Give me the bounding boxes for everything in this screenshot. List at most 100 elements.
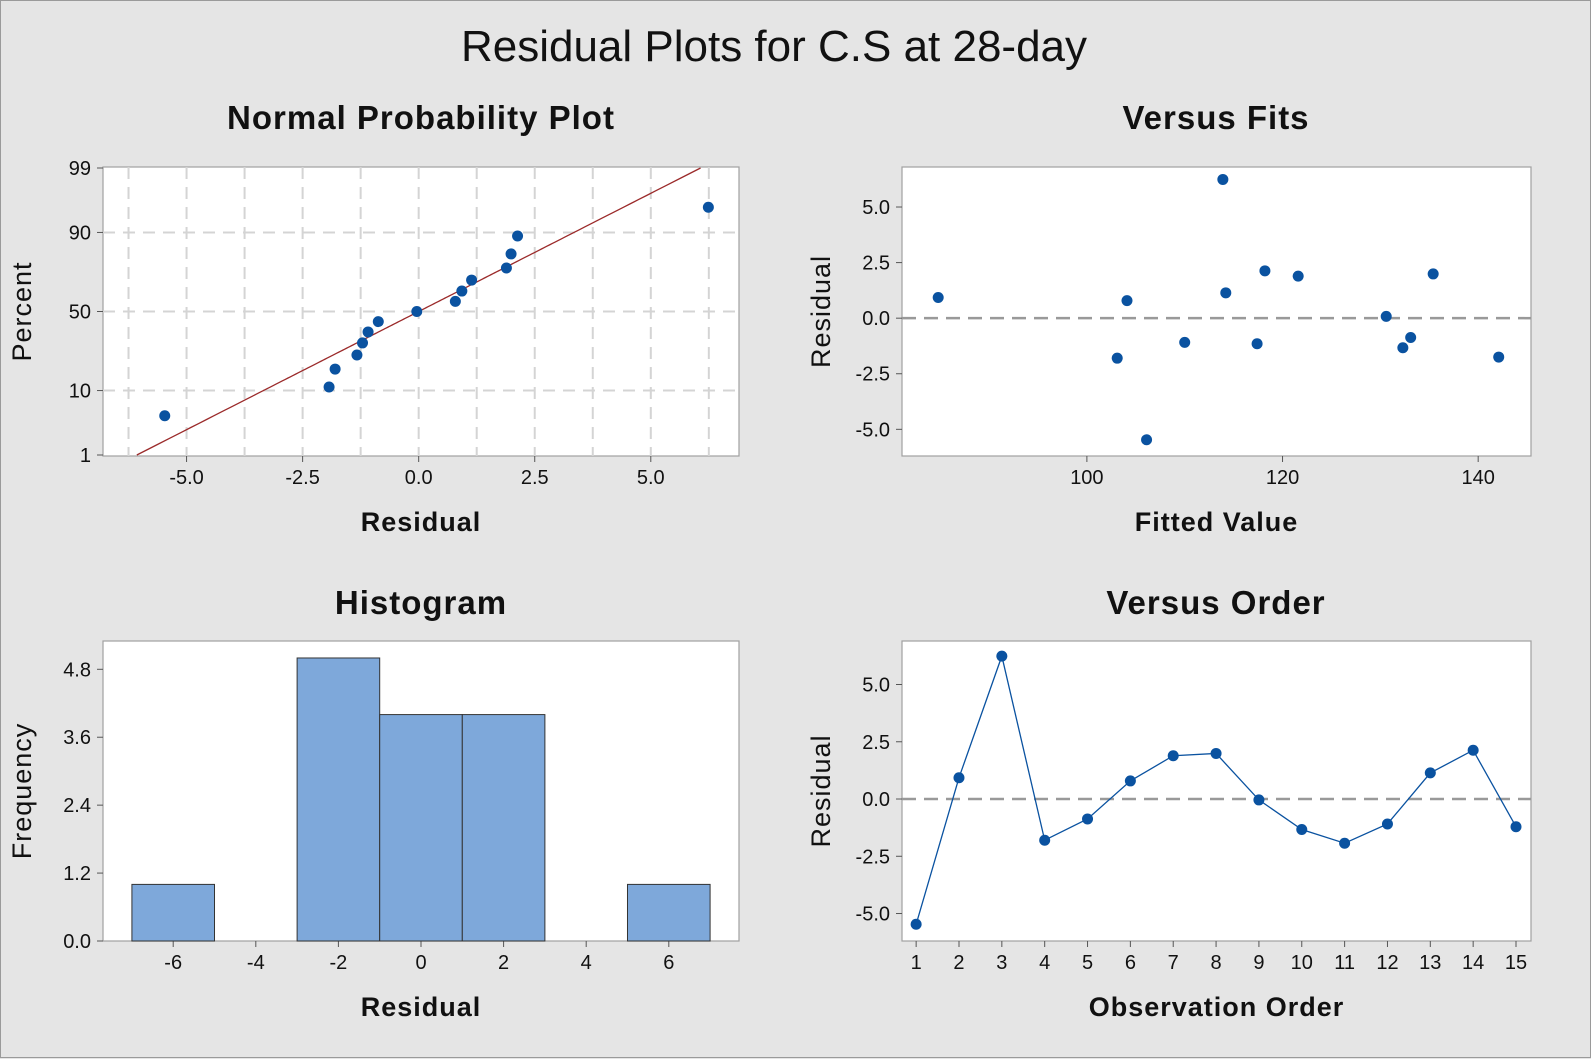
y-tick-label: -5.0 bbox=[856, 419, 890, 441]
panel-title: Versus Fits bbox=[1122, 99, 1309, 136]
data-point bbox=[1381, 818, 1393, 830]
y-tick-label: 1 bbox=[80, 445, 91, 467]
data-point bbox=[357, 337, 369, 349]
y-axis-label: Frequency bbox=[7, 723, 37, 860]
x-tick-label: 12 bbox=[1376, 952, 1398, 974]
x-tick-label: 2 bbox=[498, 952, 509, 974]
data-point bbox=[1121, 295, 1133, 307]
y-tick-label: 0.0 bbox=[862, 308, 890, 330]
y-tick-label: 2.5 bbox=[862, 253, 890, 275]
data-point bbox=[1220, 287, 1232, 299]
x-tick-label: 3 bbox=[996, 952, 1007, 974]
y-tick-label: -5.0 bbox=[856, 904, 890, 926]
data-point bbox=[1397, 342, 1409, 354]
x-tick-label: 13 bbox=[1419, 952, 1441, 974]
data-point bbox=[1082, 813, 1094, 825]
x-tick-label: 0.0 bbox=[405, 467, 433, 489]
data-point bbox=[1467, 744, 1479, 756]
x-axis-label: Residual bbox=[361, 507, 482, 537]
data-point bbox=[1510, 821, 1522, 833]
plot-area bbox=[901, 166, 1532, 457]
y-tick-label: 2.5 bbox=[862, 732, 890, 754]
data-point bbox=[1424, 767, 1436, 779]
data-point bbox=[1124, 775, 1136, 787]
y-axis-label: Residual bbox=[806, 734, 836, 847]
histogram-bar bbox=[296, 657, 381, 942]
x-tick-label: 9 bbox=[1253, 952, 1264, 974]
x-tick-label: 6 bbox=[663, 952, 674, 974]
y-tick-label: 4.8 bbox=[63, 659, 91, 681]
y-tick-label: 99 bbox=[69, 158, 91, 180]
x-tick-label: -5.0 bbox=[169, 467, 203, 489]
x-tick-label: 15 bbox=[1505, 952, 1527, 974]
data-point bbox=[1217, 173, 1229, 185]
x-tick-label: 4 bbox=[581, 952, 592, 974]
data-point bbox=[466, 274, 478, 286]
panel-title: Versus Order bbox=[1106, 584, 1325, 621]
histogram-plot: Histogram Residual Frequency -6 -4 -2 0 2 4 6 0.0 1… bbox=[7, 584, 740, 1022]
x-tick-label: 10 bbox=[1291, 952, 1313, 974]
data-point bbox=[456, 285, 468, 297]
data-point bbox=[1380, 310, 1392, 322]
data-point bbox=[323, 381, 335, 393]
plot-area bbox=[901, 640, 1532, 942]
data-point bbox=[1405, 332, 1417, 344]
y-tick-label: 3.6 bbox=[63, 727, 91, 749]
versus-fits-plot: Versus Fits Fitted Value Residual 100 120 140… bbox=[806, 99, 1532, 537]
data-point bbox=[1111, 352, 1123, 364]
y-axis-label: Percent bbox=[7, 261, 37, 361]
y-tick-label: 0.0 bbox=[862, 789, 890, 811]
y-tick-label: -2.5 bbox=[856, 364, 890, 386]
y-tick-label: 1.2 bbox=[63, 863, 91, 885]
data-point bbox=[910, 918, 922, 930]
y-tick-label: 5.0 bbox=[862, 197, 890, 219]
x-tick-label: 8 bbox=[1211, 952, 1222, 974]
panel-title: Histogram bbox=[335, 584, 507, 621]
main-title: Residual Plots for C.S at 28-day bbox=[461, 22, 1087, 71]
data-point bbox=[159, 410, 171, 422]
data-point bbox=[1179, 336, 1191, 348]
x-tick-label: 6 bbox=[1125, 952, 1136, 974]
x-tick-label: 14 bbox=[1462, 952, 1484, 974]
data-point bbox=[1253, 794, 1265, 806]
x-tick-label: 4 bbox=[1039, 952, 1050, 974]
histogram-bar bbox=[379, 714, 463, 942]
x-axis-label: Observation Order bbox=[1089, 992, 1345, 1022]
x-tick-label: 7 bbox=[1168, 952, 1179, 974]
x-tick-label: 2 bbox=[953, 952, 964, 974]
histogram-bar bbox=[461, 714, 546, 942]
data-point bbox=[449, 295, 461, 307]
y-axis-label: Residual bbox=[806, 255, 836, 368]
data-point bbox=[1427, 268, 1439, 280]
histogram-bar bbox=[626, 883, 711, 942]
data-point bbox=[1292, 270, 1304, 282]
data-point bbox=[953, 772, 965, 784]
x-tick-label: -6 bbox=[164, 952, 182, 974]
x-tick-label: 5.0 bbox=[637, 467, 665, 489]
x-tick-label: -2.5 bbox=[285, 467, 319, 489]
data-point bbox=[932, 291, 944, 303]
data-point bbox=[1210, 747, 1222, 759]
x-tick-label: -4 bbox=[247, 952, 265, 974]
x-tick-label: 1 bbox=[911, 952, 922, 974]
data-point bbox=[1339, 837, 1351, 849]
x-tick-label: 2.5 bbox=[521, 467, 549, 489]
normal-probability-plot: Normal Probability Plot Residual Percent -5… bbox=[7, 99, 740, 537]
data-point bbox=[329, 363, 341, 375]
y-tick-label: 2.4 bbox=[63, 795, 91, 817]
data-point bbox=[1259, 265, 1271, 277]
data-point bbox=[411, 306, 423, 317]
data-point bbox=[1039, 834, 1051, 846]
data-point bbox=[372, 316, 384, 328]
data-point bbox=[512, 230, 524, 242]
data-point bbox=[996, 650, 1008, 662]
data-point bbox=[1251, 338, 1263, 350]
y-tick-label: -2.5 bbox=[856, 846, 890, 868]
x-axis-label: Fitted Value bbox=[1135, 507, 1299, 537]
y-tick-label: 0.0 bbox=[63, 931, 91, 953]
x-tick-label: 140 bbox=[1461, 467, 1494, 489]
y-tick-label: 50 bbox=[69, 302, 91, 324]
data-point bbox=[500, 262, 512, 274]
